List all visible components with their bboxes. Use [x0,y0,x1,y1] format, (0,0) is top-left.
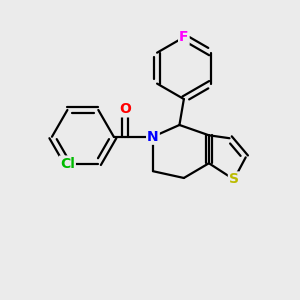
Text: Cl: Cl [60,157,75,170]
Text: S: S [229,172,239,186]
Text: N: N [147,130,159,144]
Text: O: O [119,102,131,116]
Text: F: F [179,30,189,44]
